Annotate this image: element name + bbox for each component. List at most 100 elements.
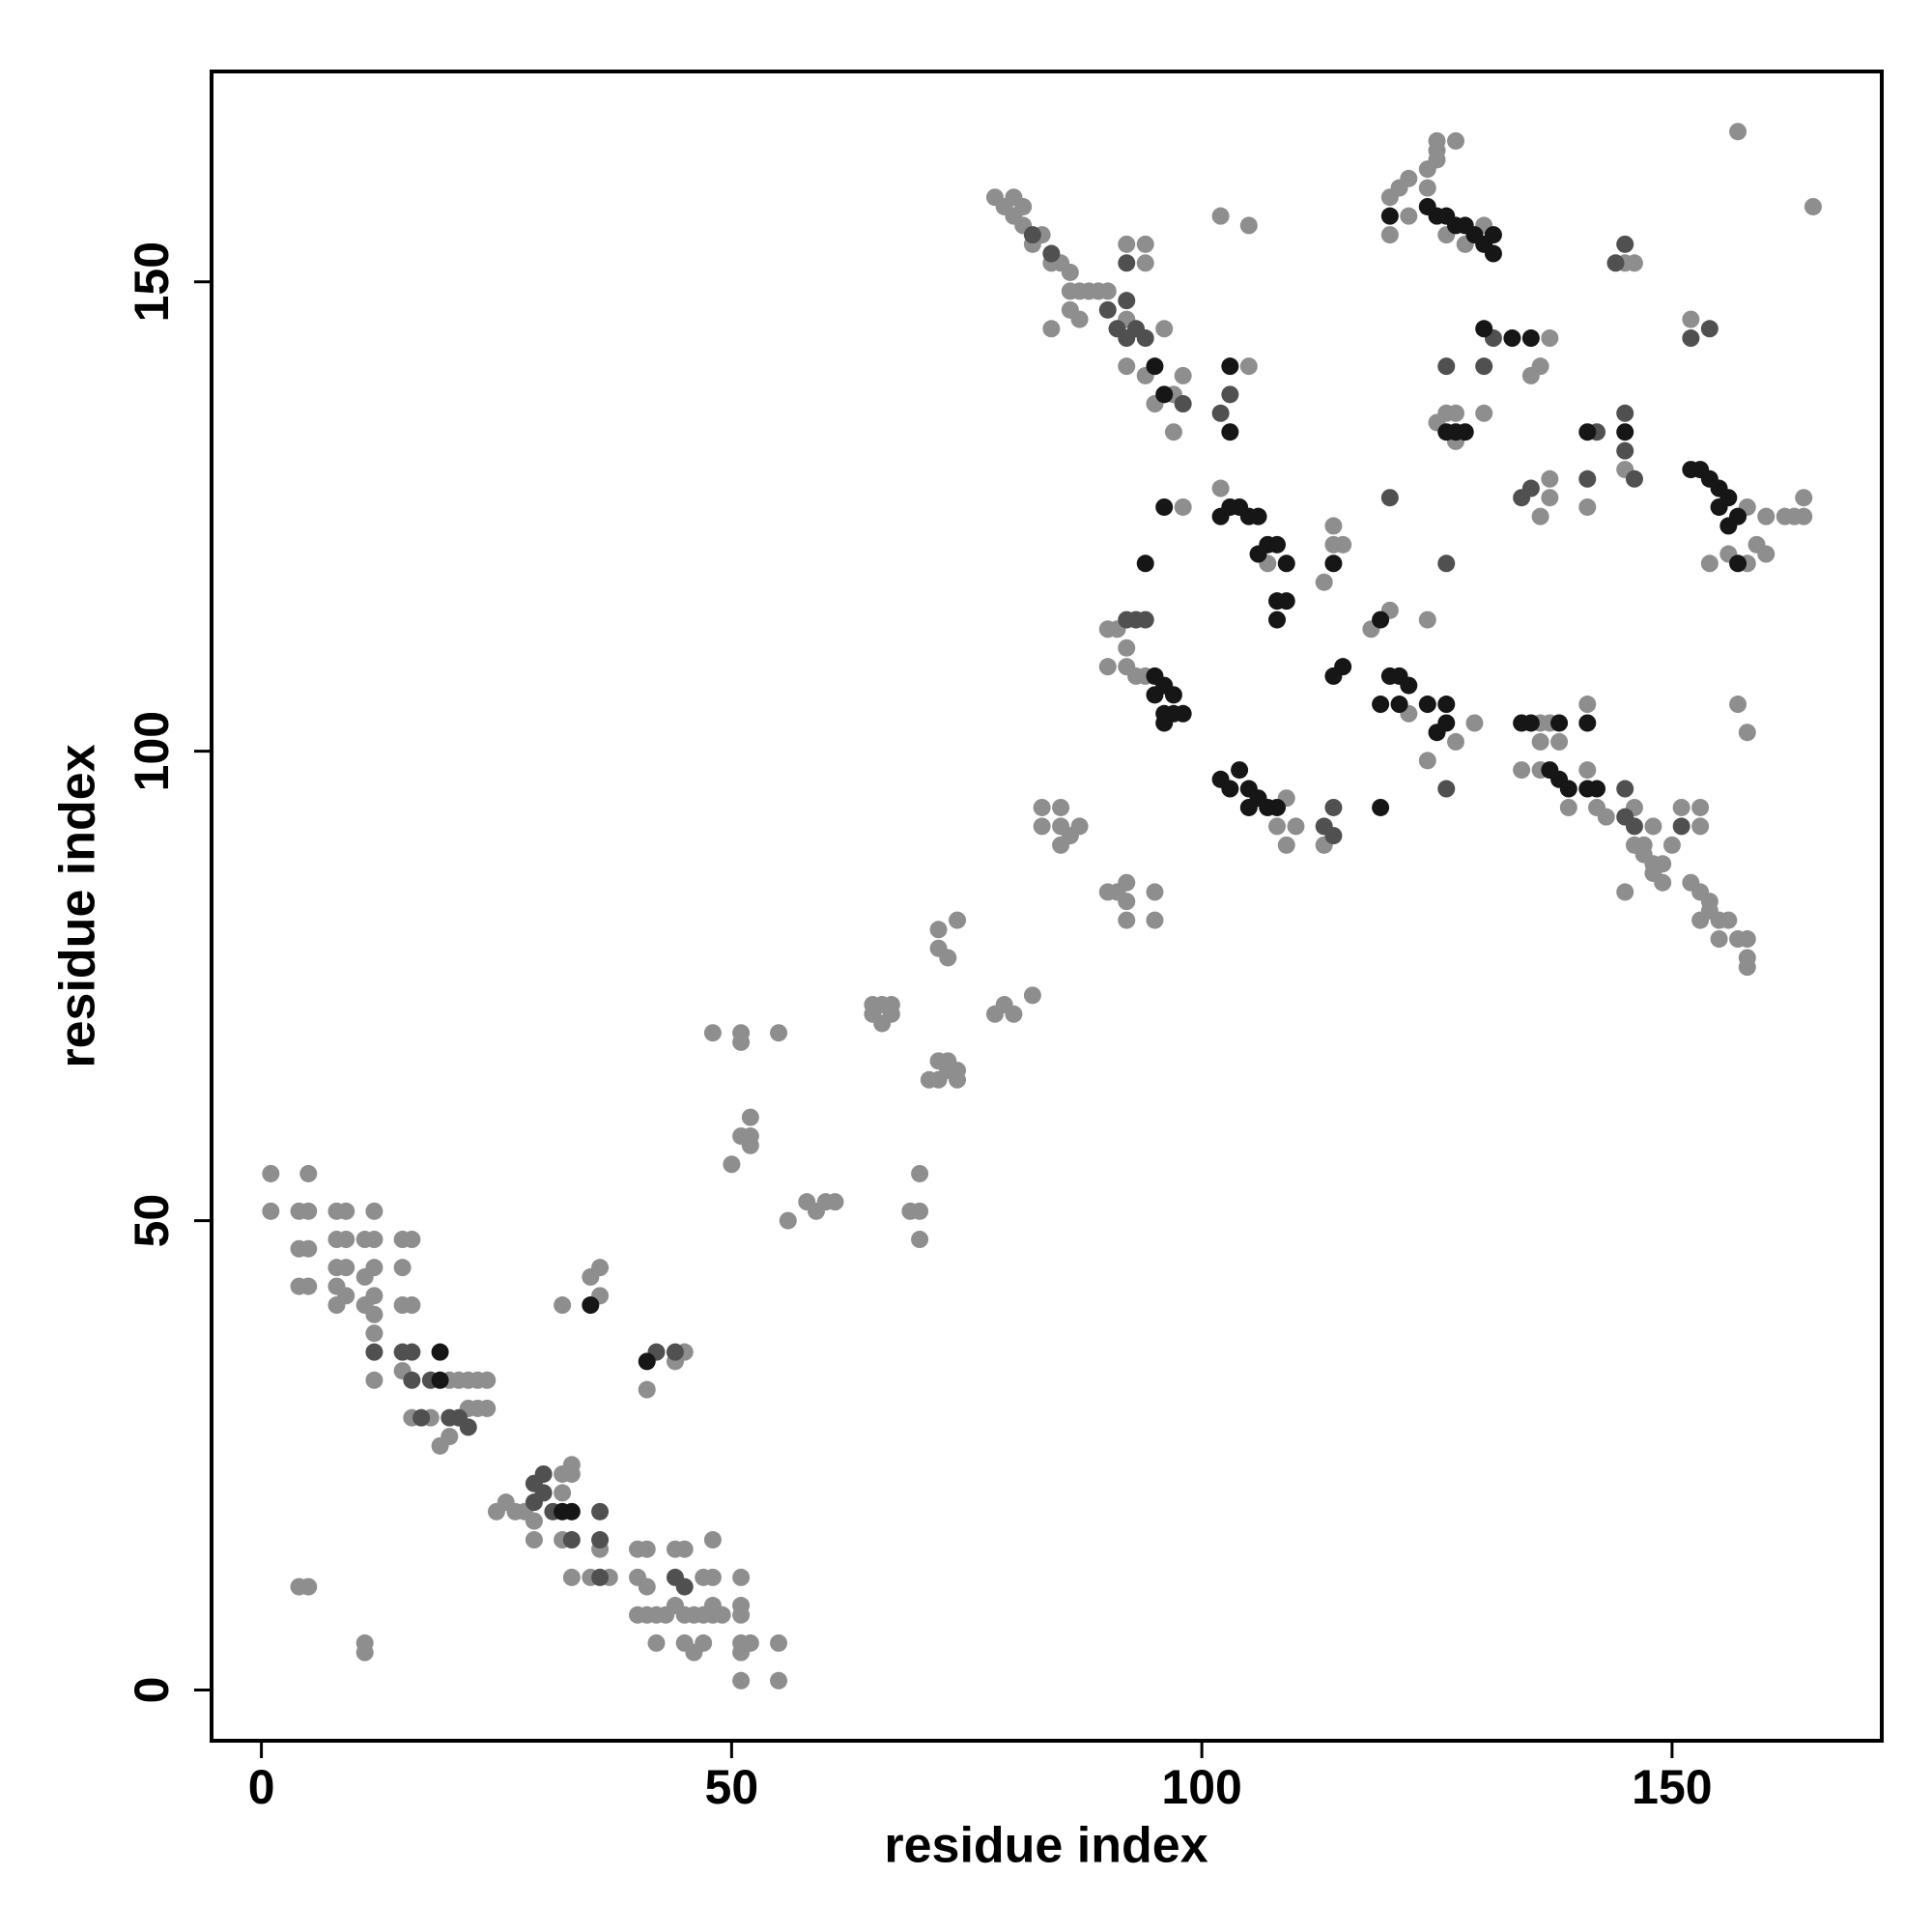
contact-point <box>1277 592 1295 611</box>
contact-point <box>1155 497 1174 516</box>
contact-point <box>1070 310 1089 328</box>
contact-point <box>1541 469 1559 488</box>
contact-point <box>1155 385 1174 404</box>
contact-point <box>675 1540 694 1558</box>
contact-point <box>638 1577 656 1596</box>
contact-point <box>1437 714 1456 732</box>
contact-point <box>1625 817 1643 836</box>
contact-point <box>1597 808 1615 826</box>
contact-point <box>1042 244 1061 263</box>
contact-point <box>534 1464 553 1483</box>
contact-point <box>1578 469 1597 488</box>
contact-point <box>1418 611 1436 629</box>
points <box>262 123 1822 1690</box>
contact-point <box>1710 930 1728 949</box>
y-tick-label: 150 <box>125 242 179 322</box>
contact-point <box>1700 320 1719 338</box>
contact-point <box>327 1296 346 1315</box>
contact-point <box>1559 798 1577 816</box>
contact-point <box>666 1343 684 1361</box>
contact-point <box>1061 263 1079 281</box>
contact-point <box>1118 292 1136 310</box>
contact-point <box>1484 244 1502 263</box>
contact-point <box>1729 123 1747 141</box>
contact-point <box>1164 423 1182 441</box>
contact-point <box>1550 732 1569 751</box>
contact-point <box>1616 235 1634 253</box>
contact-point <box>1033 817 1051 836</box>
contact-point <box>1475 357 1493 376</box>
contact-point <box>1174 395 1192 413</box>
contact-point <box>1682 310 1700 328</box>
contact-point <box>703 1531 722 1549</box>
contact-point <box>1729 554 1747 573</box>
contact-point <box>911 1231 929 1249</box>
contact-point <box>1155 320 1174 338</box>
contact-point <box>1616 404 1634 422</box>
contact-point <box>1221 423 1239 441</box>
contact-point <box>562 1456 581 1474</box>
contact-point <box>1372 611 1390 629</box>
contact-point <box>554 1484 572 1502</box>
contact-point <box>1277 554 1295 573</box>
contact-point <box>1503 329 1521 348</box>
contact-point <box>562 1502 581 1520</box>
contact-point <box>1400 207 1418 225</box>
contact-point <box>1672 798 1690 816</box>
contact-point <box>431 1343 449 1361</box>
contact-point <box>1334 658 1352 676</box>
contact-point <box>299 1277 318 1295</box>
contact-point <box>1098 300 1117 319</box>
contact-point <box>365 1231 384 1249</box>
contact-point <box>262 1202 280 1220</box>
contact-point <box>713 1605 731 1624</box>
contact-point <box>1578 497 1597 516</box>
contact-point <box>1136 554 1154 573</box>
contact-point <box>1042 320 1061 338</box>
contact-point <box>393 1259 412 1277</box>
contact-point <box>299 1202 318 1220</box>
contact-point <box>1268 817 1287 836</box>
contact-point <box>1146 911 1164 929</box>
contact-point <box>1437 780 1456 798</box>
contact-point <box>1588 780 1606 798</box>
contact-point <box>638 1540 656 1558</box>
contact-point <box>337 1259 355 1277</box>
contact-point <box>703 1024 722 1042</box>
contact-point <box>1118 235 1136 253</box>
contact-point <box>1682 329 1700 348</box>
contact-point <box>554 1296 572 1315</box>
contact-point <box>1691 798 1710 816</box>
contact-point <box>1239 357 1258 376</box>
contact-point <box>1380 489 1399 507</box>
contact-point <box>440 1428 459 1446</box>
contact-point <box>911 1164 929 1182</box>
contact-point <box>562 1568 581 1586</box>
contact-point <box>873 1014 892 1033</box>
contact-point <box>1644 817 1662 836</box>
contact-point <box>1231 761 1249 780</box>
contact-point <box>591 1502 610 1520</box>
contact-point <box>741 1136 759 1154</box>
contact-point <box>1475 320 1493 338</box>
contact-point <box>1578 423 1597 441</box>
contact-point <box>591 1531 610 1549</box>
plot-frame <box>210 70 1884 1743</box>
contact-point <box>1211 207 1230 225</box>
contact-point <box>1465 714 1484 732</box>
contact-point <box>1211 404 1230 422</box>
contact-point <box>1136 254 1154 272</box>
contact-point <box>929 921 948 939</box>
contact-point <box>1400 169 1418 187</box>
contact-point <box>1400 676 1418 695</box>
contact-point <box>1098 658 1117 676</box>
contact-point <box>1795 489 1813 507</box>
contact-point <box>1268 611 1287 629</box>
contact-point <box>1136 235 1154 253</box>
contact-point <box>1559 780 1577 798</box>
contact-point <box>1531 507 1549 526</box>
contact-point <box>675 1577 694 1596</box>
contact-point <box>1738 958 1756 977</box>
y-tick-label: 0 <box>125 1677 179 1704</box>
contact-point <box>1118 911 1136 929</box>
